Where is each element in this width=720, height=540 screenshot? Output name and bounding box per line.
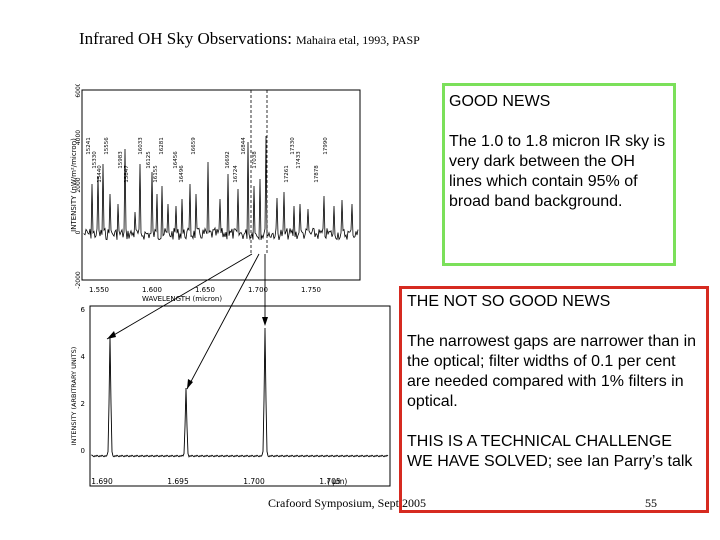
bottom-x-tick-label: 1.705 [319, 477, 341, 486]
oh-line-label: 17330 [290, 137, 296, 155]
top-spectrum-trace [83, 135, 359, 241]
oh-line-label: 16155 [153, 165, 159, 183]
top-y-tick-label: 0 [75, 230, 82, 234]
bottom-x-tick-label: 1.690 [91, 477, 113, 486]
zoom-arrow-2 [186, 253, 260, 390]
bottom-y-tick-labels: 6 4 2 0 [81, 306, 86, 455]
oh-line-label: 16724 [233, 165, 239, 183]
oh-line-label: 16659 [191, 137, 197, 155]
top-x-tick-label: 1.700 [248, 286, 268, 294]
oh-line-label: 15241 [86, 137, 92, 155]
bottom-y-tick-label: 6 [81, 306, 86, 314]
good-news-box: GOOD NEWS The 1.0 to 1.8 micron IR sky i… [442, 83, 676, 266]
oh-line-label: 16496 [179, 165, 185, 183]
top-y-tick-label: 4000 [75, 130, 82, 145]
arrowhead-1 [107, 331, 116, 339]
bottom-y-tick-label: 2 [81, 400, 85, 408]
footer-event: Crafoord Symposium, Sept 2005 [268, 496, 426, 510]
top-y-tick-label: -2000 [75, 271, 82, 289]
bottom-x-tick-label: 1.700 [243, 477, 265, 486]
top-plot-frame [81, 89, 361, 281]
top-x-axis-label: WAVELENGTH (micron) [142, 295, 222, 303]
top-x-tick-label: 1.750 [301, 286, 321, 294]
oh-line-label: 15556 [104, 137, 110, 155]
bad-news-heading: THE NOT SO GOOD NEWS [407, 293, 611, 310]
arrowhead-3 [262, 317, 268, 326]
title-citation: Mahaira etal, 1993, PASP [295, 33, 420, 47]
good-news-heading: GOOD NEWS [449, 93, 551, 110]
oh-line-label: 15330 [92, 151, 98, 169]
oh-line-label: 17878 [314, 165, 320, 183]
bottom-spectrum-trace [91, 327, 389, 458]
oh-line-label: 15847 [124, 165, 130, 183]
oh-line-label: 16125 [146, 151, 152, 169]
oh-line-label: 16844 [241, 137, 247, 155]
top-y-tick-label: 2000 [75, 177, 82, 192]
bottom-y-tick-label: 0 [81, 447, 85, 455]
slide-title: Infrared OH Sky Observations: Mahaira et… [79, 29, 420, 49]
top-y-tick-labels: 6000 4000 2000 0 -2000 [75, 84, 82, 289]
slide-number: 55 [645, 496, 657, 510]
bottom-y-axis-label: INTENSITY (ARBITRARY UNITS) [70, 347, 78, 446]
oh-line-label: 17261 [284, 165, 290, 183]
top-x-tick-labels: 1.550 1.600 1.650 1.700 1.750 [89, 286, 321, 294]
oh-line-label: 15440 [97, 165, 103, 183]
bottom-x-axis-label: ( μm) [327, 477, 347, 486]
technical-challenge-text: THIS IS A TECHNICAL CHALLENGE WE HAVE SO… [407, 433, 693, 470]
top-y-axis-label: INTENSITY (nW/m²/micron) [70, 138, 78, 232]
bottom-plot-frame [89, 305, 391, 487]
top-x-tick-label: 1.600 [142, 286, 162, 294]
top-y-tick-label: 6000 [75, 84, 82, 98]
top-x-tick-label: 1.650 [195, 286, 215, 294]
oh-line-label: 16281 [159, 137, 165, 155]
arrowhead-2 [187, 379, 193, 389]
bad-news-box: THE NOT SO GOOD NEWS The narrowest gaps … [399, 286, 709, 513]
bottom-y-tick-label: 4 [81, 353, 86, 361]
oh-line-label: 16456 [173, 151, 179, 169]
oh-line-label: 16692 [225, 151, 231, 169]
oh-line-label: 17038 [252, 151, 258, 169]
oh-line-label: 17990 [323, 137, 329, 155]
oh-line-label: 17433 [296, 151, 302, 169]
oh-line-label: 15983 [118, 151, 124, 169]
good-news-body: The 1.0 to 1.8 micron IR sky is very dar… [449, 133, 666, 210]
bad-news-body: The narrowest gaps are narrower than in … [407, 333, 697, 410]
oh-line-label: 16033 [138, 137, 144, 155]
bottom-x-tick-labels: 1.690 1.695 1.700 1.705 [91, 477, 341, 486]
title-text: Infrared OH Sky Observations: [79, 29, 292, 48]
zoom-arrow-1 [106, 253, 253, 340]
top-x-tick-label: 1.550 [89, 286, 109, 294]
bottom-x-tick-label: 1.695 [167, 477, 189, 486]
